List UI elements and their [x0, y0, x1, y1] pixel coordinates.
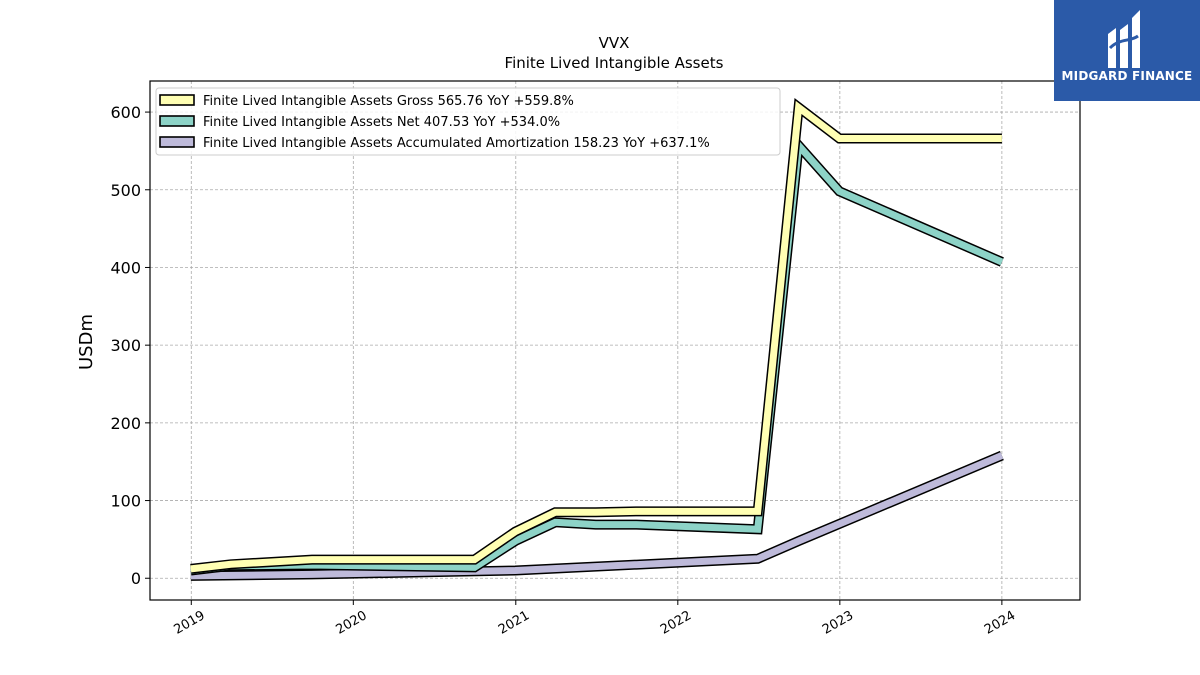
- legend-swatch: [159, 115, 195, 127]
- brand-logo: MIDGARD FINANCE: [1054, 0, 1200, 101]
- legend-swatch: [159, 136, 195, 148]
- y-tick-label: 500: [110, 181, 141, 200]
- series-layer: [190, 98, 1004, 581]
- y-tick-label: 0: [131, 569, 141, 588]
- x-tick-label: 2021: [496, 608, 532, 638]
- x-tick-label: 2024: [982, 608, 1018, 638]
- legend-box: [155, 87, 781, 156]
- series-line-outline: [190, 98, 1002, 574]
- legend-entry: Finite Lived Intangible Assets Accumulat…: [203, 136, 710, 151]
- legend-swatch: [159, 94, 195, 106]
- midgard-logo-icon: [1108, 10, 1140, 68]
- y-tick-label: 600: [110, 103, 141, 122]
- x-tick-label: 2019: [171, 608, 207, 638]
- series-line: [190, 100, 1002, 573]
- brand-name: MIDGARD FINANCE: [1061, 69, 1193, 83]
- x-tick-label: 2023: [820, 608, 856, 638]
- legend: Finite Lived Intangible Assets Gross 565…: [155, 87, 781, 156]
- y-tick-label: 200: [110, 414, 141, 433]
- legend-entry: Finite Lived Intangible Assets Gross 565…: [203, 94, 574, 109]
- x-tick-label: 2020: [333, 608, 369, 638]
- chart-subtitle: Finite Lived Intangible Assets: [505, 54, 724, 72]
- x-tick-label: 2022: [658, 608, 694, 638]
- y-axis-label: USDm: [76, 314, 97, 370]
- y-tick-label: 400: [110, 258, 141, 277]
- y-tick-label: 100: [110, 492, 141, 511]
- chart-title: VVX: [599, 34, 630, 52]
- legend-entry: Finite Lived Intangible Assets Net 407.5…: [203, 115, 560, 130]
- y-axis: 0 100 200 300 400 500 600: [110, 103, 150, 588]
- series-line: [190, 452, 1004, 580]
- y-tick-label: 300: [110, 336, 141, 355]
- x-axis: 2019 2020 2021 2022 2023 2024: [171, 600, 1018, 638]
- plot-frame: [149, 80, 1081, 601]
